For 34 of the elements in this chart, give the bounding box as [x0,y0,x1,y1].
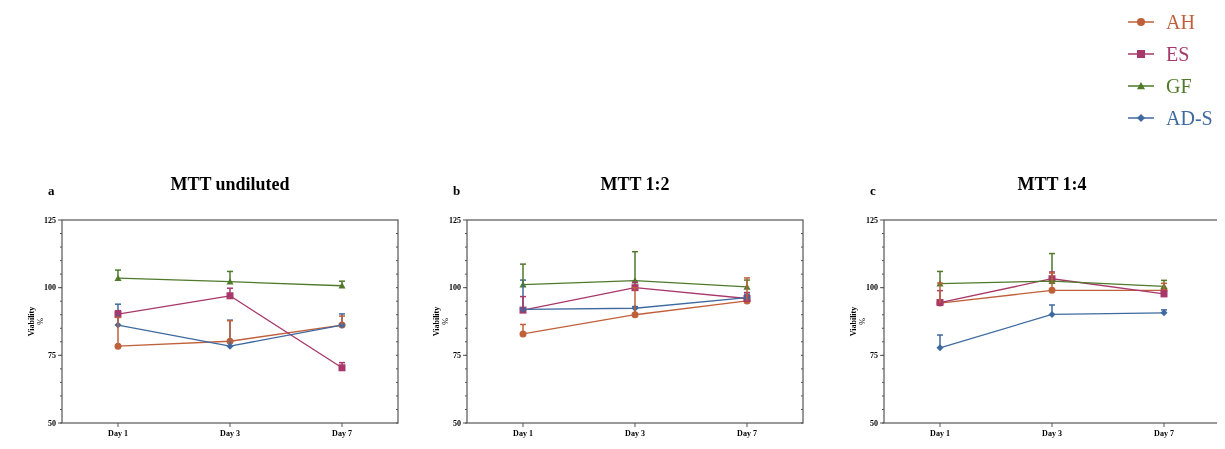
x-tick-label: Day 7 [332,429,352,438]
x-tick-label: Day 3 [1042,429,1062,438]
x-tick-label: Day 1 [513,429,533,438]
y-axis-title: Viability % [432,306,450,337]
y-tick-label: 50 [48,418,56,428]
y-tick-label: 75 [453,351,461,361]
chart-title: MTT undiluted [170,174,290,194]
y-axis-title: Viability % [27,306,45,337]
legend-label: AH [1166,11,1195,33]
chart-title: MTT 1:2 [600,174,670,194]
x-tick-label: Day 7 [737,429,757,438]
x-tick-label: Day 1 [930,429,950,438]
y-tick-label: 75 [48,351,56,361]
legend-label: ES [1166,43,1190,65]
legend-label: GF [1166,75,1192,97]
y-axis-title: Viability % [849,306,867,337]
y-tick-label: 125 [449,215,461,225]
y-tick-label: 100 [449,283,461,293]
text: c [870,183,876,198]
x-tick-label: Day 3 [625,429,645,438]
y-tick-label: 100 [866,283,878,293]
y-tick-label: 50 [870,418,878,428]
x-tick-label: Day 3 [220,429,240,438]
x-tick-label: Day 1 [108,429,128,438]
y-tick-label: 75 [870,351,878,361]
text: b [453,183,461,198]
chart-title: MTT 1:4 [1017,174,1087,194]
y-tick-label: 100 [44,283,56,293]
y-tick-label: 125 [44,215,56,225]
y-tick-label: 125 [866,215,878,225]
text: a [48,183,55,198]
y-tick-label: 50 [453,418,461,428]
legend-label: AD-S [1166,107,1213,129]
x-tick-label: Day 7 [1154,429,1174,438]
